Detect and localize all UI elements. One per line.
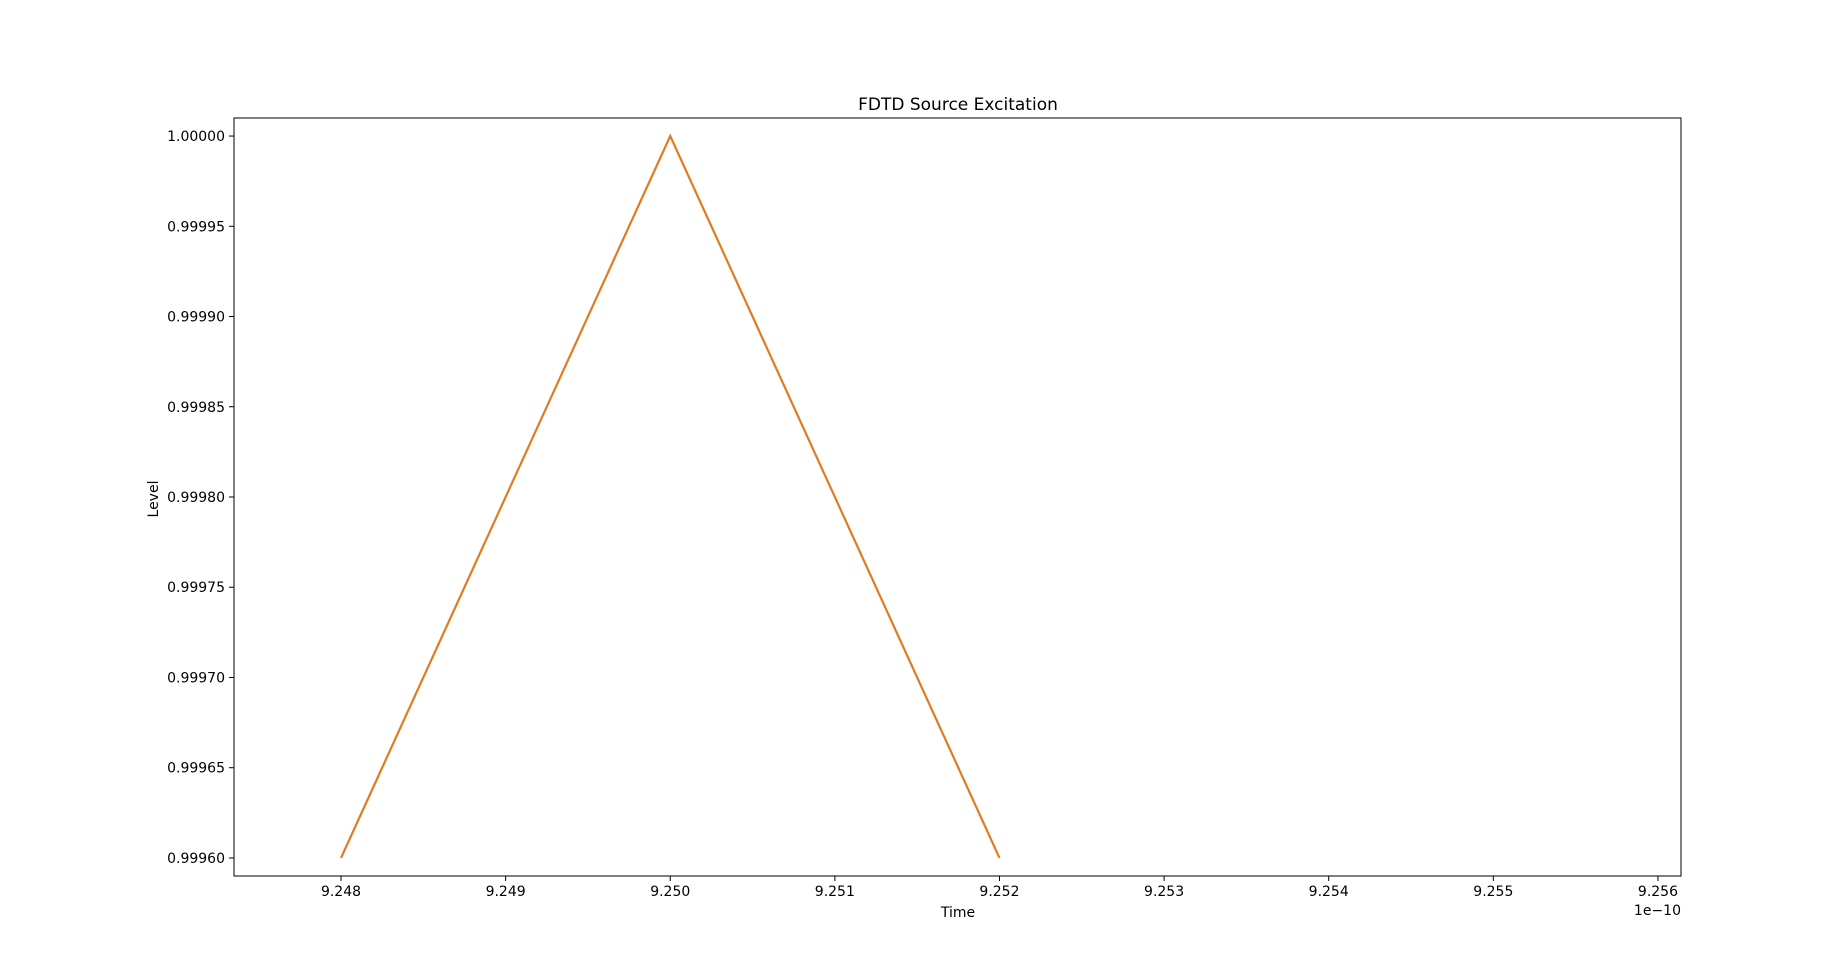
x-tick-label: 9.249	[486, 884, 526, 900]
x-tick-label: 9.251	[815, 884, 855, 900]
x-tick-label: 9.252	[979, 884, 1019, 900]
y-tick-label: 0.99995	[167, 219, 225, 235]
x-tick-label: 9.255	[1473, 884, 1513, 900]
y-tick-label: 0.99980	[167, 490, 225, 506]
x-tick-label: 9.254	[1309, 884, 1349, 900]
y-tick-label: 1.00000	[167, 129, 225, 145]
x-tick-label: 9.256	[1638, 884, 1678, 900]
y-axis-ticks: 0.99960 0.99965 0.99970 0.99975 0.99980 0.999…	[167, 129, 234, 867]
plot-frame	[233, 117, 1682, 877]
x-tick-label: 9.250	[650, 884, 690, 900]
y-tick-label: 0.99975	[167, 580, 225, 596]
y-tick-label: 0.99960	[167, 851, 225, 867]
y-tick-label: 0.99985	[167, 400, 225, 416]
y-tick-label: 0.99970	[167, 670, 225, 686]
y-axis-label: Level	[146, 481, 162, 518]
chart-title: FDTD Source Excitation	[858, 95, 1058, 115]
x-axis-label: Time	[940, 905, 975, 921]
x-axis-ticks: 9.248 9.249 9.250 9.251 9.252 9.253 9.254 9.255…	[321, 876, 1678, 900]
y-tick-label: 0.99965	[167, 761, 225, 777]
x-axis-offset-text: 1e−10	[1634, 903, 1681, 919]
x-tick-label: 9.253	[1144, 884, 1184, 900]
plot-area	[339, 133, 1001, 859]
x-tick-label: 9.248	[321, 884, 361, 900]
y-tick-label: 0.99990	[167, 310, 225, 326]
series-line	[339, 133, 1001, 859]
